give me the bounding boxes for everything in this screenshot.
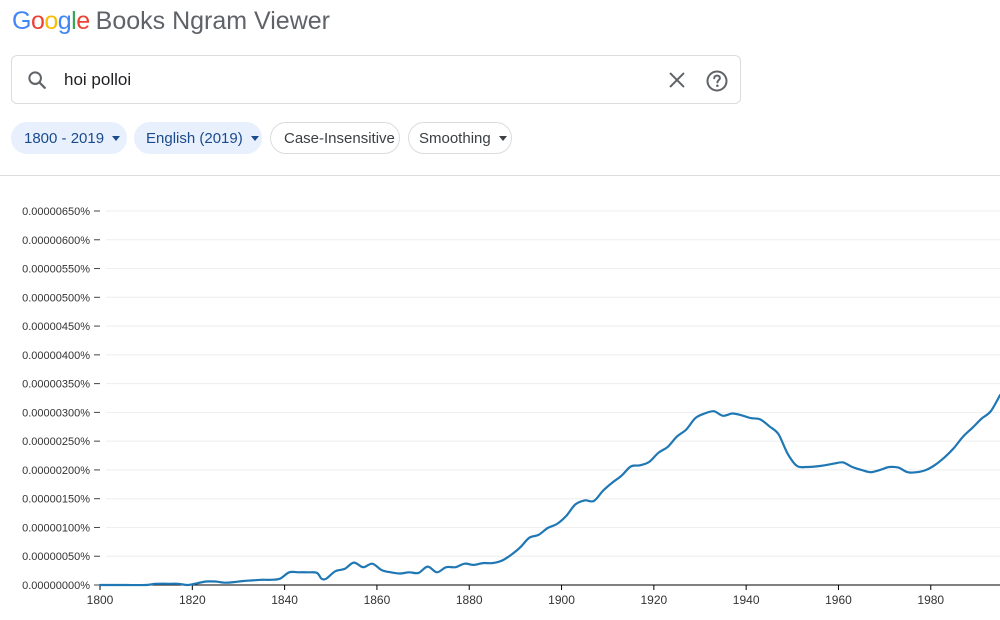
x-tick-label: 1960: [825, 593, 852, 607]
search-input[interactable]: [64, 66, 644, 94]
google-logo: Google: [12, 7, 90, 35]
y-tick-label: 0.00000300%: [22, 407, 90, 419]
smoothing-label: Smoothing: [419, 130, 491, 147]
logo-letter: o: [44, 7, 58, 35]
year-range-dropdown[interactable]: 1800 - 2019: [11, 122, 127, 154]
x-tick-label: 1860: [364, 593, 391, 607]
year-range-label: 1800 - 2019: [24, 130, 105, 147]
logo-letter: o: [30, 7, 45, 35]
x-tick-label: 1820: [179, 593, 206, 607]
y-tick-label: 0.00000250%: [22, 436, 90, 448]
y-tick-label: 0.00000050%: [22, 551, 90, 563]
y-tick-label: 0.00000650%: [22, 206, 90, 218]
logo-letter: G: [12, 7, 31, 35]
grid: [106, 210, 1000, 557]
ngram-viewer-logo[interactable]: Google Books Ngram Viewer: [12, 6, 330, 36]
y-tick-label: 0.00000150%: [22, 494, 90, 506]
x-tick-label: 1920: [640, 593, 667, 607]
divider: [0, 175, 1000, 176]
y-tick-label: 0.00000600%: [22, 235, 90, 247]
x-tick-label: 1940: [733, 593, 760, 607]
y-tick-label: 0.00000500%: [22, 292, 90, 304]
logo-letter: g: [57, 7, 72, 35]
y-axis: 0.00000000% 0.00000050% 0.00000100% 0.00000…: [22, 206, 100, 592]
logo-letter: l: [71, 7, 77, 35]
ngram-chart: 0.00000000% 0.00000050% 0.00000100% 0.00000…: [22, 206, 1000, 607]
y-tick-label: 0.00000200%: [22, 465, 90, 477]
corpus-label: English (2019): [146, 130, 243, 147]
caret-down-icon: [112, 135, 121, 141]
y-tick-label: 0.00000000%: [22, 580, 90, 592]
x-tick-label: 1840: [271, 593, 298, 607]
caret-down-icon: [498, 135, 507, 141]
caret-down-icon: [250, 135, 259, 141]
y-tick-label: 0.00000350%: [22, 379, 90, 391]
search-icon[interactable]: [26, 69, 48, 91]
y-tick-label: 0.00000100%: [22, 522, 90, 534]
series-line[interactable]: [98, 394, 1000, 587]
corpus-dropdown[interactable]: English (2019): [134, 122, 262, 154]
y-tick-label: 0.00000550%: [22, 264, 90, 276]
case-insensitive-toggle[interactable]: Case-Insensitive: [270, 122, 400, 154]
case-insensitive-label: Case-Insensitive: [284, 130, 395, 147]
x-axis: 1800 1820 1840 1860 1880 1900 1920 1940 1960 1980: [87, 585, 944, 607]
close-icon[interactable]: [666, 69, 688, 91]
x-tick-label: 1880: [456, 593, 483, 607]
x-tick-label: 1900: [548, 593, 575, 607]
x-tick-label: 1800: [87, 593, 114, 607]
help-circle-icon[interactable]: [705, 69, 729, 93]
y-tick-label: 0.00000450%: [22, 321, 90, 333]
smoothing-dropdown[interactable]: Smoothing: [408, 122, 512, 154]
y-tick-label: 0.00000400%: [22, 350, 90, 362]
x-tick-label: 1980: [917, 593, 944, 607]
search-bar: [11, 55, 741, 104]
app-title: Books Ngram Viewer: [95, 7, 330, 35]
logo-letter: e: [76, 7, 90, 35]
